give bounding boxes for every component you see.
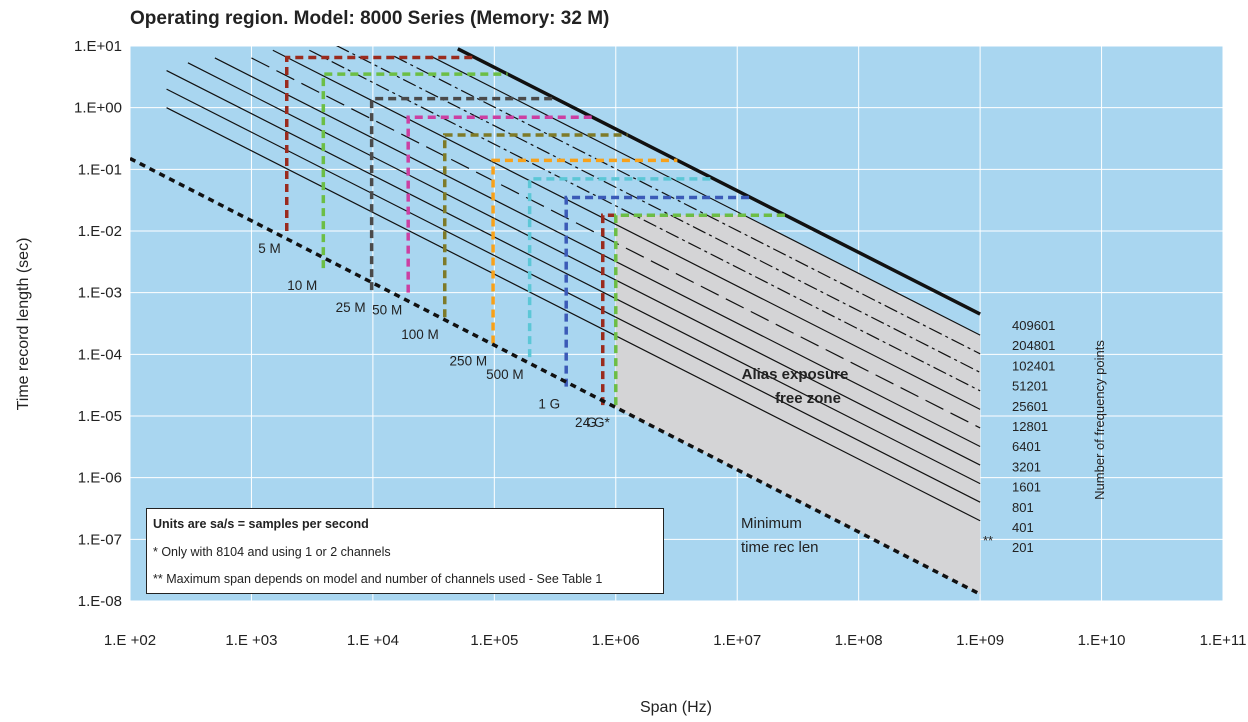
x-tick-label: 1.E+10 <box>1078 632 1126 649</box>
sample-rate-label: 10 M <box>287 278 317 293</box>
frequency-point-labels: 409601 204801 102401 51201 25601 12801 6401 320… <box>1012 318 1055 555</box>
frequency-line-102401 <box>394 55 981 355</box>
y-axis-title: Time record length (sec) <box>15 238 32 411</box>
y-axis-ticks: 1.E+01 1.E+00 1.E-01 1.E-02 1.E-03 1.E-04 1.E-… <box>74 38 122 610</box>
y-tick-label: 1.E+01 <box>74 38 122 55</box>
frequency-line-201 <box>166 107 981 522</box>
y-tick-label: 1.E-01 <box>78 161 122 178</box>
frequency-points-label: 801 <box>1012 500 1034 515</box>
sample-rate-limit-100M <box>443 133 628 318</box>
x-axis-title: Span (Hz) <box>640 699 712 716</box>
sample-rate-limits <box>284 55 786 406</box>
frequency-points-label: 25601 <box>1012 399 1048 414</box>
frequency-line-25601 <box>309 49 981 392</box>
frequency-points-title: Number of frequency points <box>1092 340 1107 500</box>
y-tick-label: 1.E-08 <box>78 593 122 610</box>
sample-rate-limit-50M <box>406 115 593 293</box>
frequency-points-label: 401 <box>1012 520 1034 535</box>
frequency-points-label: 201 <box>1012 540 1034 555</box>
x-tick-label: 1.E +04 <box>347 632 399 649</box>
sample-rate-limit-25M <box>369 96 556 291</box>
note-max-span: ** Maximum span depends on model and num… <box>153 572 603 586</box>
x-tick-label: 1.E+11 <box>1200 632 1247 649</box>
x-tick-label: 1.E +02 <box>104 632 156 649</box>
y-tick-label: 1.E-06 <box>78 470 122 487</box>
y-tick-label: 1.E-02 <box>78 223 122 240</box>
note-8104: * Only with 8104 and using 1 or 2 channe… <box>153 545 391 559</box>
y-tick-label: 1.E+00 <box>74 100 122 117</box>
y-tick-label: 1.E-07 <box>78 531 122 548</box>
alias-free-zone <box>615 215 981 595</box>
sample-rate-limit-500M <box>527 177 714 358</box>
minimum-time-record-line <box>130 156 981 596</box>
sample-rate-label: 2 G <box>575 415 597 430</box>
sample-rate-label: 5 M <box>258 241 281 256</box>
frequency-points-label: 6401 <box>1012 439 1041 454</box>
sample-rate-limit-4G <box>614 213 786 406</box>
x-tick-label: 1.E+06 <box>592 632 640 649</box>
sample-rate-limit-1G <box>564 195 751 387</box>
x-tick-label: 1.E+08 <box>835 632 883 649</box>
x-tick-label: 1.E+09 <box>956 632 1004 649</box>
sample-rate-label: 100 M <box>401 327 439 342</box>
sample-rate-label: 4 G* <box>583 415 611 430</box>
sample-rate-limit-10M <box>321 72 508 269</box>
sample-rate-limit-250M <box>491 158 678 344</box>
note-units: Units are sa/s = samples per second <box>153 517 369 531</box>
sample-rate-label: 50 M <box>372 303 402 318</box>
y-tick-label: 1.E-05 <box>78 408 122 425</box>
frequency-points-label: 409601 <box>1012 318 1055 333</box>
sample-rate-label: 25 M <box>336 300 366 315</box>
frequency-line-401 <box>166 88 981 503</box>
frequency-points-label: 12801 <box>1012 419 1048 434</box>
chart-title: Operating region. Model: 8000 Series (Me… <box>130 8 610 29</box>
y-tick-label: 1.E-04 <box>78 346 122 363</box>
y-tick-label: 1.E-03 <box>78 285 122 302</box>
frequency-line-1601 <box>187 62 981 466</box>
frequency-line-409601 <box>456 47 981 316</box>
x-axis-ticks: 1.E +02 1.E +03 1.E +04 1.E+05 1.E+06 1.E+07 1… <box>104 632 1247 649</box>
alias-zone-label-1: Alias exposure <box>742 366 849 383</box>
sample-rate-limit-2G <box>601 213 786 406</box>
frequency-points-label: 51201 <box>1012 379 1048 394</box>
sample-rate-label: 1 G <box>538 397 560 412</box>
sample-rate-label: 500 M <box>486 367 524 382</box>
frequency-points-label: 3201 <box>1012 459 1041 474</box>
frequency-line-3201 <box>214 57 981 448</box>
frequency-line-801 <box>166 70 981 485</box>
sample-rate-limit-5M <box>284 55 475 231</box>
minimum-label-2: time rec len <box>741 539 819 556</box>
sample-rate-label: 250 M <box>450 353 488 368</box>
x-tick-label: 1.E+07 <box>713 632 761 649</box>
x-tick-label: 1.E+05 <box>470 632 518 649</box>
frequency-line-204801 <box>430 55 981 336</box>
frequency-points-label: 204801 <box>1012 338 1055 353</box>
frequency-points-label: 1601 <box>1012 480 1041 495</box>
frequency-line-12801 <box>272 49 981 410</box>
alias-zone-label-2: free zone <box>775 390 841 407</box>
units-note-box: Units are sa/s = samples per second * On… <box>146 508 664 594</box>
minimum-label-1: Minimum <box>741 515 802 532</box>
x-tick-label: 1.E +03 <box>225 632 277 649</box>
max-span-marker: ** <box>983 533 993 548</box>
frequency-points-label: 102401 <box>1012 358 1055 373</box>
